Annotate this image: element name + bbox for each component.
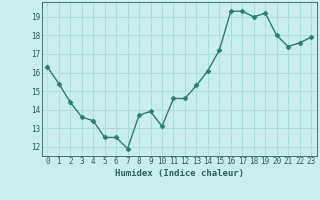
X-axis label: Humidex (Indice chaleur): Humidex (Indice chaleur)	[115, 169, 244, 178]
